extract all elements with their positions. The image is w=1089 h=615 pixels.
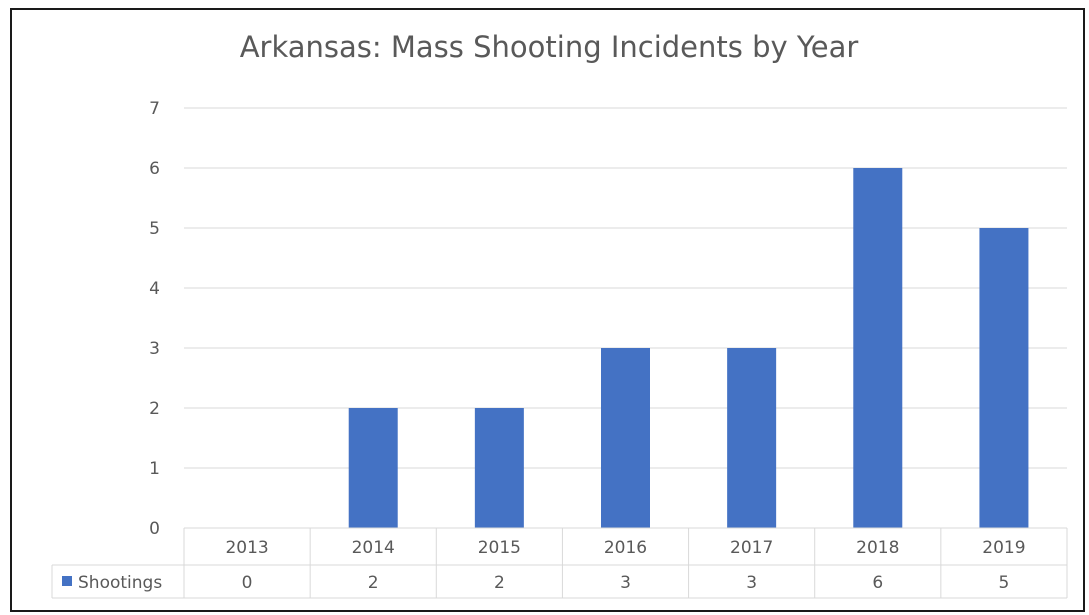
data-label: 0 — [242, 573, 253, 593]
x-tick-label: 2013 — [225, 538, 268, 558]
y-tick-label: 4 — [149, 279, 160, 299]
bar — [979, 228, 1029, 528]
x-tick-label: 2015 — [478, 538, 521, 558]
data-label: 3 — [620, 573, 631, 593]
y-tick-label: 2 — [149, 399, 160, 419]
bars — [348, 168, 1029, 528]
x-tick-label: 2018 — [856, 538, 899, 558]
x-tick-label: 2016 — [604, 538, 647, 558]
y-tick-label: 3 — [149, 339, 160, 359]
bar — [474, 408, 524, 528]
chart-frame — [10, 8, 1085, 612]
y-tick-label: 1 — [149, 459, 160, 479]
x-tick-label: 2014 — [352, 538, 395, 558]
legend-label: Shootings — [78, 573, 162, 593]
data-table: 2013 2014 2015 2016 2017 2018 2019 Shootings 0 2 2… — [51, 527, 1068, 599]
data-label: 5 — [999, 573, 1010, 593]
y-tick-label: 0 — [149, 519, 160, 539]
y-tick-label: 6 — [149, 159, 160, 179]
data-label: 3 — [746, 573, 757, 593]
data-label: 2 — [494, 573, 505, 593]
bar — [348, 408, 398, 528]
bar — [727, 348, 777, 528]
y-axis-ticks: 0 1 2 3 4 5 6 7 — [149, 99, 160, 539]
x-tick-label: 2017 — [730, 538, 773, 558]
chart-title: Arkansas: Mass Shooting Incidents by Yea… — [239, 30, 859, 64]
y-tick-label: 7 — [149, 99, 160, 119]
bar — [853, 168, 903, 528]
x-tick-label: 2019 — [982, 538, 1025, 558]
bar — [601, 348, 650, 528]
data-label: 2 — [368, 573, 379, 593]
y-tick-label: 5 — [149, 219, 160, 239]
legend-swatch — [62, 576, 72, 586]
data-label: 6 — [872, 573, 883, 593]
